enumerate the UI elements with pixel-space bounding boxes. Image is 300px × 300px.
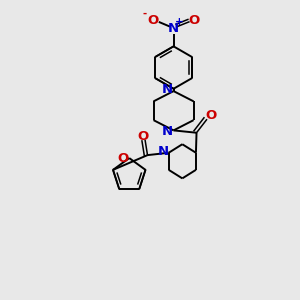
Text: O: O — [117, 152, 128, 165]
Text: N: N — [161, 125, 172, 138]
Text: O: O — [147, 14, 159, 27]
Text: N: N — [161, 83, 172, 96]
Text: N: N — [157, 145, 168, 158]
Text: O: O — [188, 14, 200, 27]
Text: -: - — [143, 9, 147, 19]
Text: O: O — [138, 130, 149, 143]
Text: +: + — [175, 17, 183, 27]
Text: N: N — [168, 22, 179, 35]
Text: O: O — [205, 109, 216, 122]
